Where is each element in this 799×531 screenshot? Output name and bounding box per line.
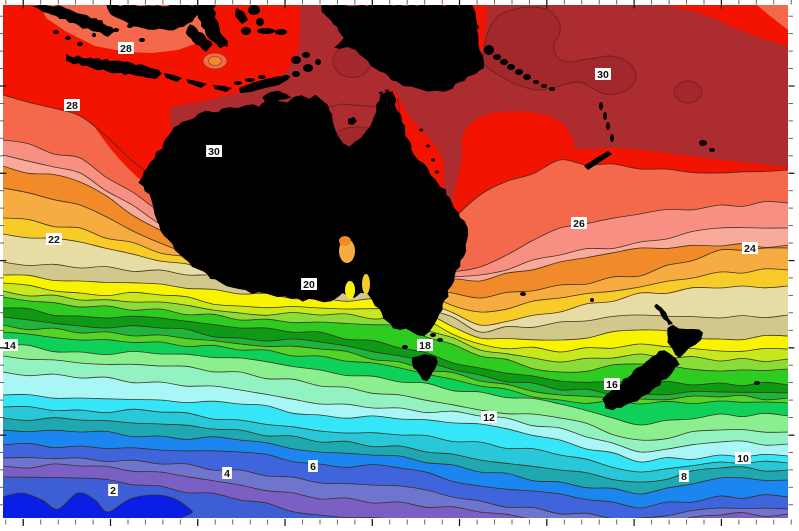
svg-text:30: 30 <box>208 146 220 158</box>
svg-text:18: 18 <box>419 340 431 352</box>
svg-text:30: 30 <box>597 69 609 81</box>
svg-text:8: 8 <box>681 471 687 483</box>
svg-text:14: 14 <box>4 340 16 352</box>
svg-text:20: 20 <box>303 279 315 291</box>
svg-text:2: 2 <box>110 485 116 497</box>
svg-text:6: 6 <box>310 461 316 473</box>
svg-text:28: 28 <box>120 43 132 55</box>
svg-text:12: 12 <box>483 412 495 424</box>
svg-text:22: 22 <box>48 234 60 246</box>
svg-text:28: 28 <box>66 100 78 112</box>
svg-text:4: 4 <box>224 468 230 480</box>
svg-text:10: 10 <box>737 453 749 465</box>
svg-text:26: 26 <box>573 218 585 230</box>
svg-text:24: 24 <box>744 243 756 255</box>
svg-text:16: 16 <box>606 379 618 391</box>
